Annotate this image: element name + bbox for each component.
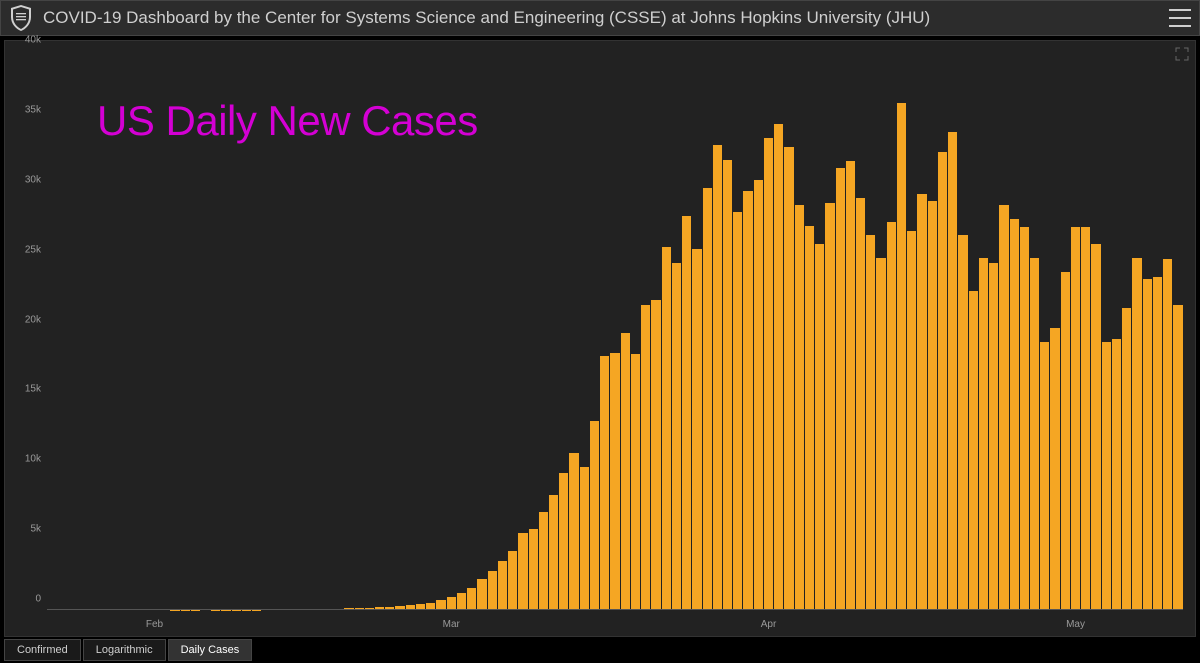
y-tick-label: 20k xyxy=(25,314,41,325)
chart-bar xyxy=(897,103,906,610)
chart-bar xyxy=(723,160,732,610)
chart-bar xyxy=(488,571,497,610)
tab-daily-cases[interactable]: Daily Cases xyxy=(168,639,253,661)
chart-bar xyxy=(600,356,609,610)
chart-bar xyxy=(815,244,824,610)
dashboard-title: COVID-19 Dashboard by the Center for Sys… xyxy=(43,8,1169,28)
tab-confirmed[interactable]: Confirmed xyxy=(4,639,81,661)
dashboard-header: COVID-19 Dashboard by the Center for Sys… xyxy=(0,0,1200,36)
x-tick-label: Mar xyxy=(443,619,460,630)
chart-bar xyxy=(621,333,630,610)
chart-bar xyxy=(1153,277,1162,610)
chart-tabs: ConfirmedLogarithmicDaily Cases xyxy=(4,639,254,661)
chart-bar xyxy=(662,247,671,610)
chart-bar xyxy=(969,291,978,610)
chart-bar xyxy=(733,212,742,610)
chart-bar xyxy=(907,231,916,610)
chart-bar xyxy=(1050,328,1059,610)
chart-bar xyxy=(887,222,896,611)
chart-bar xyxy=(457,593,466,610)
chart-bar xyxy=(529,529,538,610)
chart-bar xyxy=(825,203,834,610)
chart-bar xyxy=(795,205,804,610)
chart-bar xyxy=(958,235,967,610)
chart-bar xyxy=(1091,244,1100,610)
chart-bar xyxy=(979,258,988,610)
chart-bar xyxy=(703,188,712,610)
chart-bar xyxy=(1122,308,1131,610)
plot-area xyxy=(47,51,1183,610)
y-axis: 05k10k15k20k25k30k35k40k xyxy=(5,51,45,610)
chart-bar xyxy=(989,263,998,610)
y-tick-label: 10k xyxy=(25,454,41,465)
y-tick-label: 5k xyxy=(30,524,41,535)
x-axis: Feb Mar Apr May xyxy=(47,614,1183,630)
chart-bars xyxy=(47,51,1183,610)
chart-bar xyxy=(498,561,507,610)
chart-bar xyxy=(917,194,926,610)
chart-bar xyxy=(1071,227,1080,610)
chart-bar xyxy=(1040,342,1049,610)
y-tick-label: 35k xyxy=(25,104,41,115)
y-tick-label: 30k xyxy=(25,174,41,185)
chart-bar xyxy=(856,198,865,610)
chart-bar xyxy=(774,124,783,610)
tab-logarithmic[interactable]: Logarithmic xyxy=(83,639,166,661)
chart-bar xyxy=(928,201,937,610)
chart-bar xyxy=(784,147,793,610)
chart-bar xyxy=(631,354,640,610)
chart-bar xyxy=(682,216,691,610)
chart-bar xyxy=(764,138,773,610)
x-tick-label: Feb xyxy=(146,619,163,630)
chart-bar xyxy=(580,467,589,610)
chart-bar xyxy=(672,263,681,610)
chart-bar xyxy=(836,168,845,610)
chart-bar xyxy=(876,258,885,610)
chart-bar xyxy=(508,551,517,610)
chart-bar xyxy=(1163,259,1172,610)
chart-bar xyxy=(539,512,548,610)
chart-bar xyxy=(938,152,947,610)
jhu-logo-icon xyxy=(9,4,33,32)
chart-bar xyxy=(651,300,660,610)
chart-bar xyxy=(1102,342,1111,610)
y-tick-label: 25k xyxy=(25,244,41,255)
chart-bar xyxy=(559,473,568,610)
chart-bar xyxy=(1112,339,1121,610)
chart-baseline xyxy=(47,609,1183,610)
chart-bar xyxy=(590,421,599,610)
chart-bar xyxy=(1010,219,1019,610)
chart-bar xyxy=(549,495,558,610)
chart-bar xyxy=(477,579,486,610)
chart-bar xyxy=(999,205,1008,610)
chart-bar xyxy=(1173,305,1182,610)
chart-bar xyxy=(866,235,875,610)
chart-bar xyxy=(1081,227,1090,610)
chart-bar xyxy=(641,305,650,610)
chart-bar xyxy=(467,588,476,610)
chart-bar xyxy=(692,249,701,610)
chart-bar xyxy=(1061,272,1070,610)
y-tick-label: 0 xyxy=(35,594,41,605)
chart-bar xyxy=(1143,279,1152,610)
chart-bar xyxy=(805,226,814,610)
chart-bar xyxy=(754,180,763,610)
chart-bar xyxy=(1030,258,1039,610)
x-tick-label: Apr xyxy=(761,619,777,630)
chart-bar xyxy=(518,533,527,610)
hamburger-menu-icon[interactable] xyxy=(1169,9,1191,27)
x-tick-label: May xyxy=(1066,619,1085,630)
chart-panel: US Daily New Cases 05k10k15k20k25k30k35k… xyxy=(4,40,1196,637)
chart-bar xyxy=(1020,227,1029,610)
chart-bar xyxy=(846,161,855,610)
chart-bar xyxy=(610,353,619,610)
y-tick-label: 40k xyxy=(25,35,41,46)
chart-bar xyxy=(743,191,752,610)
chart-bar xyxy=(948,132,957,610)
chart-bar xyxy=(1132,258,1141,610)
y-tick-label: 15k xyxy=(25,384,41,395)
chart-bar xyxy=(713,145,722,610)
chart-bar xyxy=(569,453,578,610)
